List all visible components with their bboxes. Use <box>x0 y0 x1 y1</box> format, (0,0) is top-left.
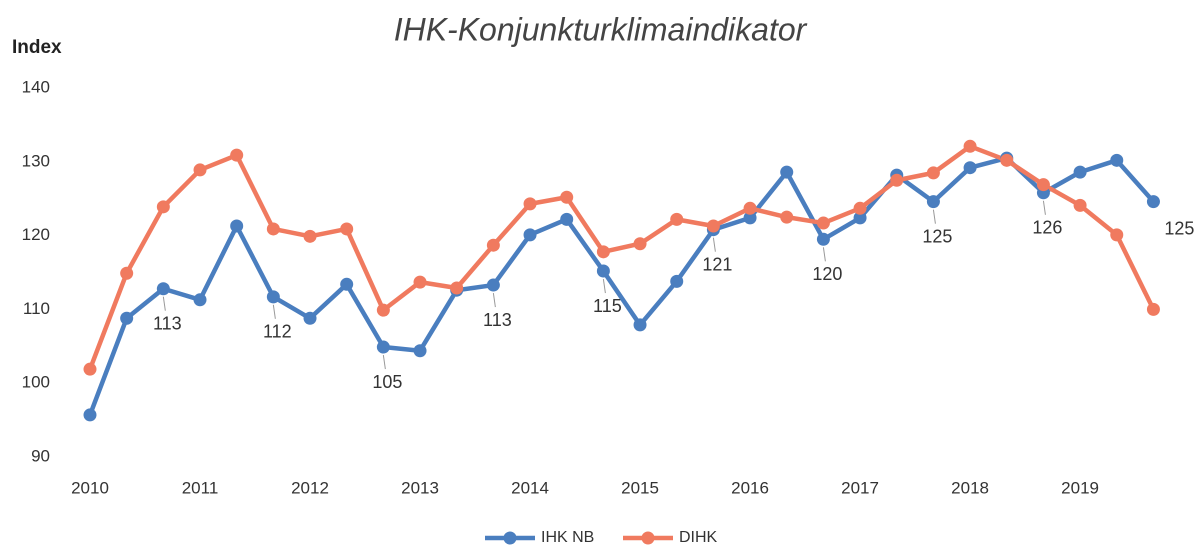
label-leader <box>1042 200 1046 215</box>
data-point <box>266 290 280 304</box>
label-leader <box>822 247 826 262</box>
data-label: 105 <box>372 372 402 392</box>
legend-marker <box>503 531 517 545</box>
data-point <box>303 229 317 243</box>
y-tick-label: 90 <box>31 446 50 465</box>
series-line <box>87 155 1156 416</box>
data-point <box>1110 153 1124 167</box>
data-point <box>633 237 647 251</box>
series-line <box>87 144 1156 370</box>
data-point <box>743 211 757 225</box>
data-point <box>926 195 940 209</box>
data-point <box>963 161 977 175</box>
label-leader <box>932 209 936 224</box>
data-point <box>596 264 610 278</box>
x-tick-label: 2017 <box>841 478 879 497</box>
label-leader <box>162 296 166 311</box>
y-tick-label: 120 <box>22 225 50 244</box>
data-point <box>853 201 867 215</box>
data-point <box>376 303 390 317</box>
data-label: 125 <box>1164 218 1194 238</box>
data-point <box>706 219 720 233</box>
data-point <box>450 281 464 295</box>
data-point <box>1110 228 1124 242</box>
x-tick-label: 2011 <box>182 478 219 497</box>
data-point <box>193 163 207 177</box>
y-axis-label: Index <box>12 37 62 58</box>
legend-marker <box>641 531 655 545</box>
x-tick-label: 2018 <box>951 478 989 497</box>
x-tick-label: 2013 <box>401 478 439 497</box>
data-point <box>340 277 354 291</box>
label-leader <box>602 278 606 294</box>
data-point <box>560 190 574 204</box>
data-point <box>120 311 134 325</box>
data-point <box>266 222 280 236</box>
data-point <box>963 139 977 153</box>
data-point <box>376 340 390 354</box>
data-label: 113 <box>153 313 182 333</box>
data-point <box>1146 195 1160 209</box>
data-point <box>523 197 537 211</box>
data-point <box>193 293 207 307</box>
data-point <box>560 212 574 226</box>
data-point <box>413 275 427 289</box>
data-point <box>926 166 940 180</box>
data-point <box>670 274 684 288</box>
data-point <box>83 408 97 422</box>
data-point <box>670 212 684 226</box>
data-point <box>816 216 830 230</box>
data-point <box>816 232 830 246</box>
data-point <box>596 245 610 259</box>
data-point <box>1000 153 1014 167</box>
data-point <box>120 266 134 280</box>
label-leader <box>272 304 276 319</box>
x-tick-label: 2016 <box>731 478 769 497</box>
data-point <box>1036 178 1050 192</box>
data-point <box>230 148 244 162</box>
data-point <box>486 238 500 252</box>
data-label: 121 <box>702 254 732 274</box>
y-tick-label: 100 <box>22 373 50 392</box>
label-leader <box>712 237 716 252</box>
data-point <box>1146 302 1160 316</box>
data-point <box>156 282 170 296</box>
data-point <box>780 165 794 179</box>
x-tick-label: 2010 <box>71 478 109 497</box>
data-point <box>486 278 500 292</box>
data-point <box>780 210 794 224</box>
x-tick-label: 2014 <box>511 478 549 497</box>
x-tick-label: 2012 <box>291 478 329 497</box>
data-point <box>523 228 537 242</box>
data-point <box>1073 198 1087 212</box>
data-point <box>413 344 427 358</box>
data-point <box>83 362 97 376</box>
y-tick-label: 140 <box>22 77 50 96</box>
data-point <box>156 200 170 214</box>
data-point <box>890 173 904 187</box>
legend-label: DIHK <box>679 529 718 546</box>
data-point <box>853 211 867 225</box>
data-point <box>230 219 244 233</box>
y-tick-label: 130 <box>22 151 50 170</box>
y-tick-label: 110 <box>23 299 50 318</box>
x-tick-label: 2019 <box>1061 478 1099 497</box>
data-label: 113 <box>483 310 512 330</box>
label-leader <box>492 292 496 308</box>
chart-title: IHK-Konjunkturklimaindikator <box>394 11 808 47</box>
data-point <box>340 222 354 236</box>
data-label: 125 <box>922 226 952 246</box>
data-point <box>303 311 317 325</box>
data-point <box>633 318 647 332</box>
data-label: 115 <box>593 296 622 316</box>
data-label: 112 <box>263 322 292 342</box>
x-tick-label: 2015 <box>621 478 659 497</box>
data-point <box>1073 165 1087 179</box>
data-label: 120 <box>812 264 842 284</box>
data-point <box>743 201 757 215</box>
label-leader <box>382 354 386 370</box>
data-label: 126 <box>1032 218 1062 238</box>
legend-label: IHK NB <box>541 529 594 546</box>
